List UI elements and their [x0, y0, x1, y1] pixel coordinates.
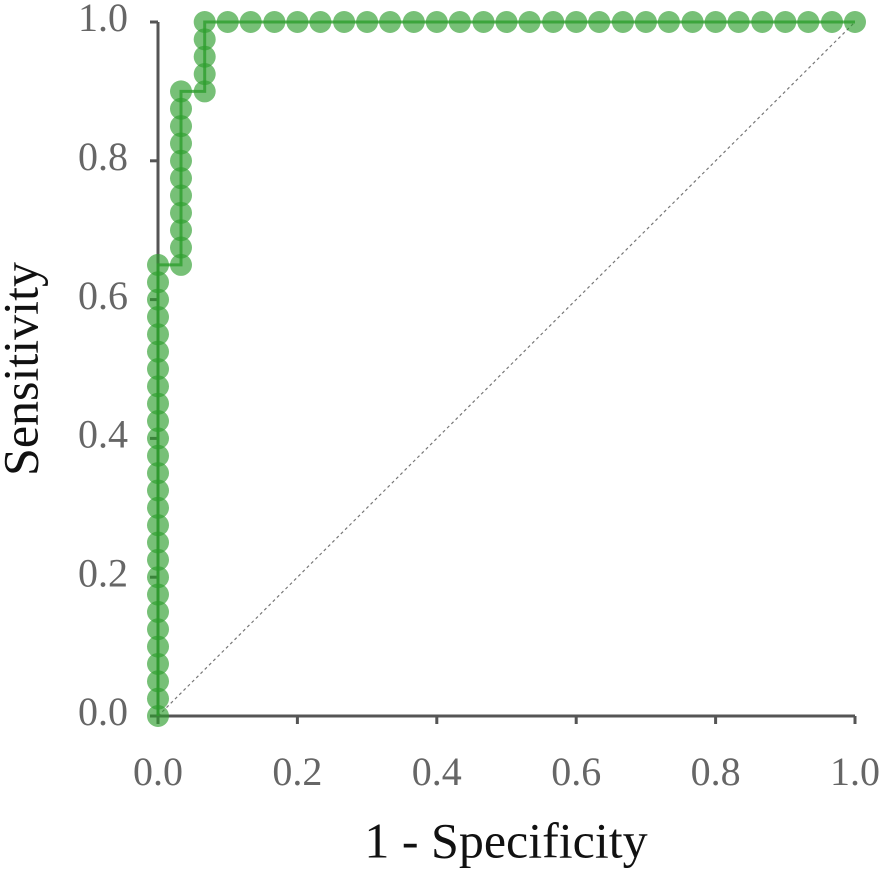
point [147, 253, 169, 276]
point [147, 271, 169, 294]
point [170, 115, 193, 138]
point [704, 11, 727, 33]
point [820, 11, 843, 33]
x-tick-label: 0.0 [133, 749, 183, 794]
x-tick-label: 0.6 [551, 749, 601, 794]
point [379, 11, 402, 33]
reference-line [157, 21, 856, 717]
point [147, 496, 169, 519]
point [147, 514, 169, 537]
point [193, 28, 216, 51]
point [309, 11, 332, 33]
point [425, 11, 448, 33]
point [774, 11, 797, 33]
point [657, 11, 680, 33]
y-tick-label: 0.4 [78, 412, 128, 457]
point [286, 11, 309, 33]
point [147, 618, 169, 641]
y-tick-label: 1.0 [78, 0, 128, 40]
point [588, 11, 611, 33]
x-tick-label: 0.8 [691, 749, 741, 794]
y-tick-label: 0.6 [78, 273, 128, 318]
point [263, 11, 286, 33]
point [147, 288, 169, 311]
point [727, 11, 750, 33]
point [147, 427, 169, 450]
x-tick-label: 1.0 [830, 749, 880, 794]
x-tick-label: 0.2 [272, 749, 322, 794]
point [797, 11, 820, 33]
x-tick-label: 0.4 [412, 749, 462, 794]
point [170, 149, 193, 172]
point [147, 358, 169, 380]
point [634, 11, 657, 33]
y-tick-label: 0.2 [78, 550, 128, 595]
point [472, 11, 495, 33]
point [170, 184, 193, 207]
point [147, 652, 169, 675]
point [147, 410, 169, 433]
point [147, 583, 169, 606]
point [518, 11, 541, 33]
point [495, 11, 518, 33]
point [147, 479, 169, 502]
y-tick-label: 0.0 [78, 689, 128, 734]
point [193, 63, 216, 86]
y-axis-title: Sensitivity [0, 262, 48, 476]
point [170, 80, 193, 103]
point [681, 11, 704, 33]
point [170, 236, 193, 259]
point [147, 392, 169, 415]
point [542, 11, 565, 33]
point [565, 11, 588, 33]
point [611, 11, 634, 33]
point [356, 11, 379, 33]
point [751, 11, 774, 33]
point [193, 11, 216, 33]
point [147, 305, 169, 328]
point [333, 11, 356, 33]
point [193, 80, 216, 103]
x-axis-title: 1 - Specificity [364, 812, 647, 868]
point [170, 253, 193, 276]
point [147, 670, 169, 693]
y-tick-label: 0.8 [78, 134, 128, 179]
point [147, 375, 169, 398]
point [147, 462, 169, 485]
point [147, 687, 169, 710]
point [170, 219, 193, 242]
point [193, 45, 216, 68]
point [402, 11, 425, 33]
point [147, 566, 169, 589]
point [170, 97, 193, 120]
point [448, 11, 471, 33]
point [170, 201, 193, 224]
point [844, 11, 866, 33]
point [170, 167, 193, 190]
point [170, 132, 193, 155]
point [147, 548, 169, 571]
point [147, 705, 169, 727]
point [216, 11, 239, 33]
point [147, 340, 169, 363]
point [147, 635, 169, 658]
point [239, 11, 262, 33]
point [147, 600, 169, 623]
point [147, 323, 169, 346]
point [147, 531, 169, 554]
point [147, 444, 169, 467]
